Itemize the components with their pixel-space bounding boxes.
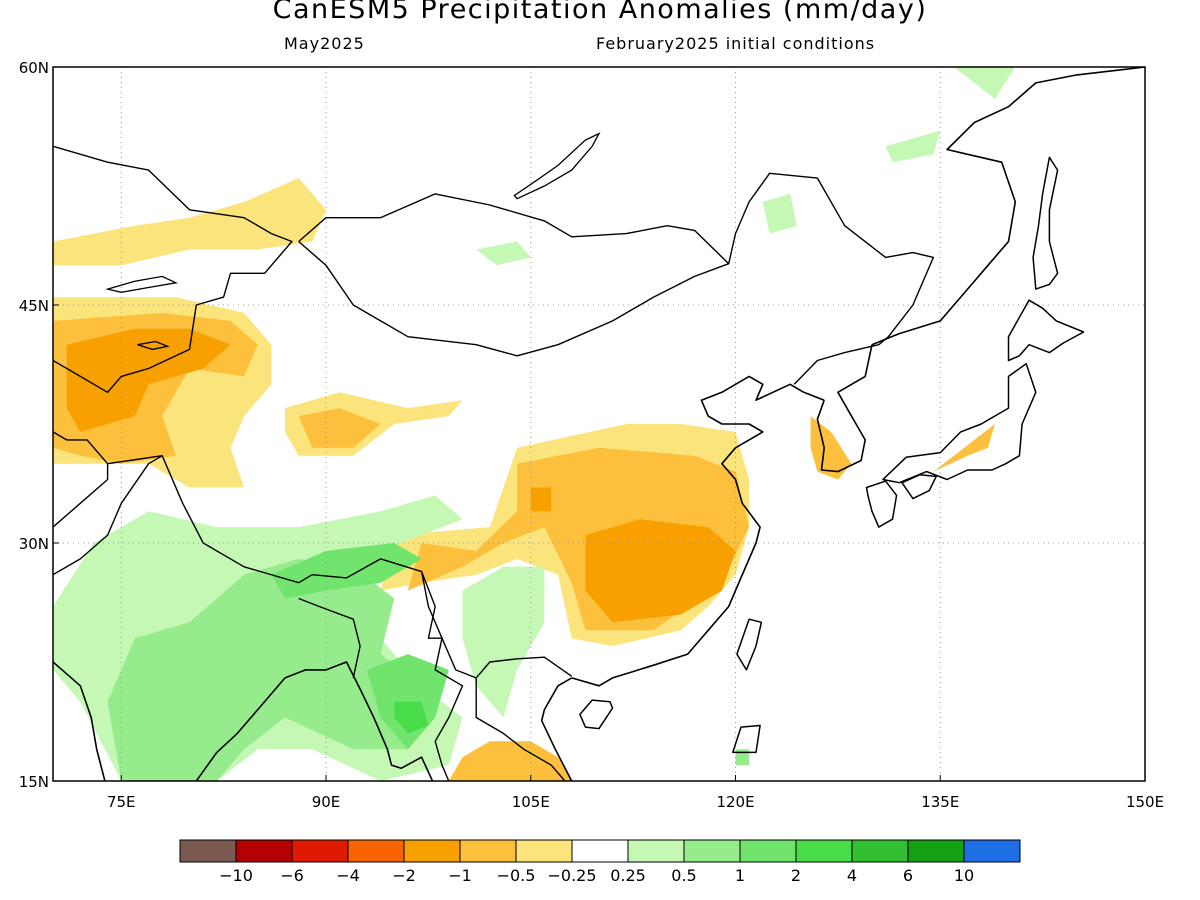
colorbar-swatch	[963, 839, 1021, 863]
colorbar-swatch	[907, 839, 965, 863]
anomaly-region-central-asia-dry-inner	[66, 328, 231, 432]
colorbar-swatch	[851, 839, 909, 863]
lake-issyk-kul	[137, 340, 170, 351]
gridlines	[53, 67, 1145, 781]
anomaly-region-myanmar-wet-core	[394, 701, 429, 734]
anomaly-region-siberia-wet-1	[762, 193, 797, 234]
border-laos-border	[475, 677, 566, 781]
island-honshu	[882, 362, 1037, 484]
island-shikoku	[901, 474, 937, 500]
lon-tick-label: 105E	[512, 793, 550, 811]
border-bangladesh-border	[298, 597, 361, 679]
anomaly-region-india-wet-core	[107, 558, 422, 781]
axis-ticks: 75E 90E 105E 120E 135E 150E 15N 30N 45N 60N	[19, 59, 1164, 811]
colorbar-swatch	[571, 839, 629, 863]
colorbar-label: 0.5	[671, 866, 696, 885]
anomaly-region-himalaya-wet	[271, 543, 422, 599]
anomaly-region-sichuan-dry-inner	[530, 487, 552, 512]
colorbar-label: −1	[448, 866, 472, 885]
map-title: CanESM5 Precipitation Anomalies (mm/day)	[272, 0, 928, 25]
lon-tick-label: 135E	[921, 793, 959, 811]
map-frame	[52, 66, 1146, 782]
island-hokkaido	[1007, 299, 1085, 362]
anomaly-region-mongolia-wet	[476, 241, 531, 266]
colorbar: −10 −6 −4 −2 −1 −0.5 −0.25 0.25 0.5 1 2 4 6 10	[179, 839, 1021, 885]
border-china-korea-border	[793, 344, 879, 385]
island-sakhalin	[1032, 156, 1059, 290]
colorbar-swatch	[795, 839, 853, 863]
colorbar-label: −0.5	[497, 866, 536, 885]
colorbar-label: 10	[954, 866, 974, 885]
coastline-gulf-thailand-coast	[448, 780, 450, 781]
coastline-india-coast	[53, 661, 106, 781]
anomaly-region-indochina-dry	[448, 741, 572, 781]
colorbar-label: 2	[791, 866, 801, 885]
island-hainan	[579, 699, 614, 730]
island-sri-lanka-placeholder	[732, 724, 761, 754]
colorbar-label: 0.25	[610, 866, 646, 885]
border-india-border	[53, 455, 163, 576]
anomaly-region-kazakh-dry-band	[53, 178, 326, 266]
lat-tick-label: 15N	[19, 773, 49, 791]
coastline-china-coast	[571, 375, 825, 687]
anomaly-region-laos-wet	[462, 566, 545, 718]
colorbar-label: −2	[392, 866, 416, 885]
coastline-bay-of-bengal-coast	[257, 661, 434, 781]
colorbar-label: 1	[735, 866, 745, 885]
anomaly-shading	[53, 67, 1016, 781]
colorbar-swatch	[739, 839, 797, 863]
colorbar-swatch	[291, 839, 349, 863]
lake-lake-balkhash	[105, 275, 179, 293]
island-kyushu	[865, 480, 898, 528]
anomaly-region-tarim-dry-core	[298, 408, 381, 448]
anomaly-region-taiwan-wet	[735, 749, 750, 766]
lat-tick-label: 60N	[19, 59, 49, 77]
border-russia-china-border	[728, 172, 935, 346]
coastline-indochina-coast	[540, 677, 573, 781]
lon-tick-label: 75E	[107, 793, 136, 811]
lat-tick-label: 45N	[19, 297, 49, 315]
valid-month-label: May2025	[284, 34, 365, 53]
colorbar-swatch	[235, 839, 293, 863]
lake-lake-baikal	[513, 132, 601, 200]
lon-tick-label: 150E	[1126, 793, 1164, 811]
colorbar-label: −4	[336, 866, 360, 885]
border-mongolia-border	[298, 193, 730, 357]
border-myanmar-thai-border	[420, 571, 464, 781]
coastlines-and-borders	[53, 67, 1145, 781]
colorbar-swatch	[403, 839, 461, 863]
lat-tick-label: 30N	[19, 535, 49, 553]
colorbar-label: 4	[847, 866, 857, 885]
colorbar-swatch	[515, 839, 573, 863]
lon-tick-label: 120E	[716, 793, 754, 811]
coastline-russia-coast	[871, 67, 1145, 346]
colorbar-swatch	[627, 839, 685, 863]
lon-tick-label: 90E	[312, 793, 341, 811]
coastline-india-east-coast	[195, 709, 259, 781]
anomaly-region-siberia-wet-3	[953, 67, 1016, 99]
border-pakistan-border	[53, 431, 109, 528]
border-central-asia-border	[53, 145, 293, 393]
colorbar-swatch	[683, 839, 741, 863]
coastline-korea-coast	[816, 344, 873, 473]
colorbar-swatch	[179, 839, 237, 863]
anomaly-region-korea-dry	[810, 416, 852, 480]
anomaly-region-japan-dry	[933, 424, 995, 472]
colorbar-swatch	[347, 839, 405, 863]
anomaly-region-siberia-wet-2	[885, 130, 941, 163]
anomaly-region-south-china-dry-inner	[585, 519, 736, 623]
colorbar-label: 6	[903, 866, 913, 885]
colorbar-label: −6	[280, 866, 304, 885]
island-taiwan	[736, 618, 763, 671]
colorbar-label: −10	[219, 866, 253, 885]
colorbar-swatch	[459, 839, 517, 863]
colorbar-label: −0.25	[547, 866, 596, 885]
initial-conditions-label: February2025 initial conditions	[596, 34, 876, 53]
